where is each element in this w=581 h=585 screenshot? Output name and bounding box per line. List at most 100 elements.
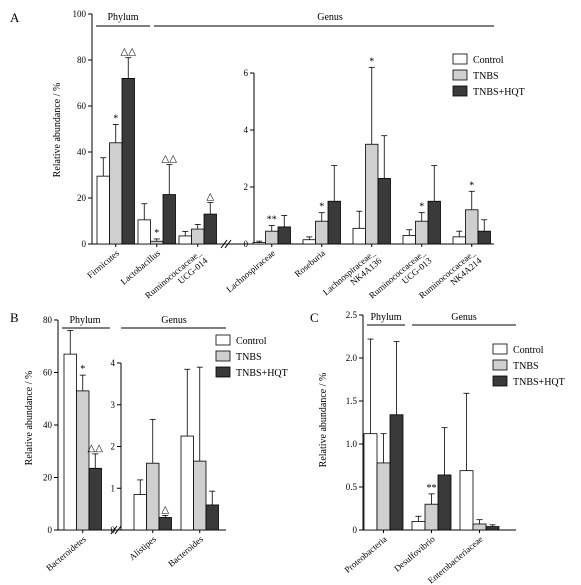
panel-a-significance-marker: △△ [121, 47, 137, 58]
panel-a-significance-marker: ** [267, 214, 277, 225]
panel-a-bar-tnbs [415, 220, 429, 245]
panel-a-genus-title: Genus [317, 12, 343, 23]
panel-c-legend-swatch [492, 359, 508, 371]
panel-c-category-label: Desulfovibrio [392, 534, 437, 574]
panel-a-legend-label: TNBS [473, 71, 499, 82]
panel-a-phylum-y-tick-label: 80 [77, 55, 87, 65]
panel-a-bar-tnbs-hqt [427, 200, 441, 245]
panel-c-phylum-title: Phylum [370, 312, 401, 323]
panel-a-phylum-y-tick-label: 20 [77, 193, 87, 203]
panel-b-phylum-y-tick-label: 40 [43, 420, 53, 430]
panel-c-legend-label: Control [513, 345, 544, 356]
panel-b-bar-tnbs [193, 460, 207, 531]
panel-a-y-axis-label: Relative abundance / % [52, 83, 63, 178]
panel-a-bar-tnbs-hqt [477, 230, 491, 245]
panel-c-legend-label: TNBS+HQT [513, 377, 565, 388]
panel-c-bar-tnbs-hqt [485, 526, 500, 531]
panel-c-category-label: Proteobacteria [343, 534, 389, 575]
panel-c-bar-control [363, 433, 378, 531]
panel-b-label: B [10, 310, 19, 325]
panel-c-y-tick-label: 2.5 [346, 310, 358, 320]
panel-b-genus-title: Genus [161, 315, 187, 326]
panel-b-bar-tnbs [76, 390, 90, 531]
panel-b-bar-tnbs-hqt [205, 504, 219, 531]
panel-b-y-axis-label: Relative abundance / % [24, 371, 35, 466]
panel-b-bar-tnbs-hqt [158, 517, 172, 531]
panel-a-legend-label: Control [473, 55, 504, 66]
panel-b-genus-y-tick-label: 1 [111, 483, 116, 493]
panel-b-bar-control [63, 353, 77, 531]
panel-a-bar-control [96, 175, 110, 245]
panel-b-phylum-y-tick-label: 80 [43, 315, 53, 325]
panel-a-genus-y-tick-label: 6 [244, 68, 249, 78]
panel-a-bar-tnbs-hqt [203, 213, 217, 245]
panel-b-legend-swatch [215, 350, 231, 362]
panel-a-category-label: Roseburia [293, 248, 327, 279]
panel-a-bar-control [137, 219, 151, 245]
panel-a-bar-tnbs-hqt [327, 200, 341, 245]
panel-b-axis-break-b [114, 525, 122, 535]
panel-a-bar-tnbs-hqt [377, 178, 391, 245]
panel-a-bar-control [178, 235, 192, 245]
panel-a-label: A [10, 10, 20, 25]
panel-b-legend-swatch [215, 366, 231, 378]
panel-a-bar-control [452, 236, 466, 245]
panel-a-significance-marker: * [319, 202, 324, 213]
panel-a-phylum-y-tick-label: 40 [77, 147, 87, 157]
panel-a-phylum-y-tick-label: 60 [77, 101, 87, 111]
panel-a-phylum-y-tick-label: 100 [73, 9, 87, 19]
panel-a-bar-control [402, 235, 416, 245]
panel-a-bar-control [252, 242, 266, 245]
panel-b-genus-y-tick-label: 4 [111, 358, 116, 368]
panel-a-bar-tnbs-hqt [277, 226, 291, 245]
panel-c-label: C [310, 310, 319, 325]
panel-b-phylum-y-tick-label: 60 [43, 368, 53, 378]
panel-a-bar-tnbs [365, 143, 379, 245]
panel-a-bar-tnbs [109, 142, 123, 245]
panel-b-category-label: Bacteroidetes [44, 534, 88, 573]
panel-a-axis-break-a [220, 239, 228, 249]
panel-a-bar-tnbs-hqt [162, 194, 176, 245]
panel-c-legend-label: TNBS [513, 361, 539, 372]
panel-a-genus-y-tick-label: 2 [244, 182, 249, 192]
panel-b-bar-control [180, 435, 194, 531]
panel-c-y-tick-label: 1.5 [346, 396, 358, 406]
panel-a-bar-tnbs-hqt [121, 78, 135, 245]
panel-a-bar-tnbs [465, 209, 479, 245]
panel-a-bar-tnbs [315, 220, 329, 245]
panel-b-category-label: Bacteroides [166, 534, 205, 569]
panel-a-bar-tnbs [150, 240, 164, 245]
panel-a-bar-control [302, 239, 316, 245]
panel-a-bar-control [352, 227, 366, 245]
panel-a-significance-marker: * [369, 56, 374, 67]
panel-a-category-label: Lachnospiraceae [224, 248, 277, 295]
panel-a-phylum-y-tick-label: 0 [82, 239, 87, 249]
panel-b-legend-swatch [215, 334, 231, 346]
panel-b-phylum-title: Phylum [69, 315, 100, 326]
panel-c-bar-control [459, 470, 474, 531]
panel-b-phylum-y-tick-label: 0 [48, 525, 53, 535]
panel-c-bar-control [411, 521, 426, 531]
panel-b-significance-marker: △ [161, 504, 169, 515]
panel-c-significance-marker: ** [427, 483, 437, 494]
panel-a-category-label: Firmicutes [85, 248, 121, 281]
panel-b-bar-tnbs [146, 462, 160, 531]
panel-a-phylum-title: Phylum [107, 12, 138, 23]
panel-b-phylum-y-tick-label: 20 [43, 473, 53, 483]
panel-a-legend-swatch [452, 69, 468, 81]
panel-c-bar-tnbs-hqt [389, 414, 404, 531]
panel-a-significance-marker: * [113, 113, 118, 124]
panel-c-bar-tnbs-hqt [437, 474, 452, 531]
panel-b-bar-control [133, 494, 147, 531]
panel-c-bar-tnbs [376, 462, 391, 531]
panel-a-significance-marker: * [469, 180, 474, 191]
panel-a-genus-y-tick-label: 4 [244, 125, 249, 135]
panel-b-axis-break-a [110, 525, 118, 535]
panel-c-genus-title: Genus [451, 312, 477, 323]
panel-c-y-tick-label: 0 [353, 525, 358, 535]
panel-b-legend-label: TNBS [236, 352, 262, 363]
panel-a-legend-swatch [452, 53, 468, 65]
panel-b-legend-label: TNBS+HQT [236, 368, 288, 379]
panel-c-legend-swatch [492, 343, 508, 355]
panel-b-genus-y-tick-label: 2 [111, 442, 116, 452]
